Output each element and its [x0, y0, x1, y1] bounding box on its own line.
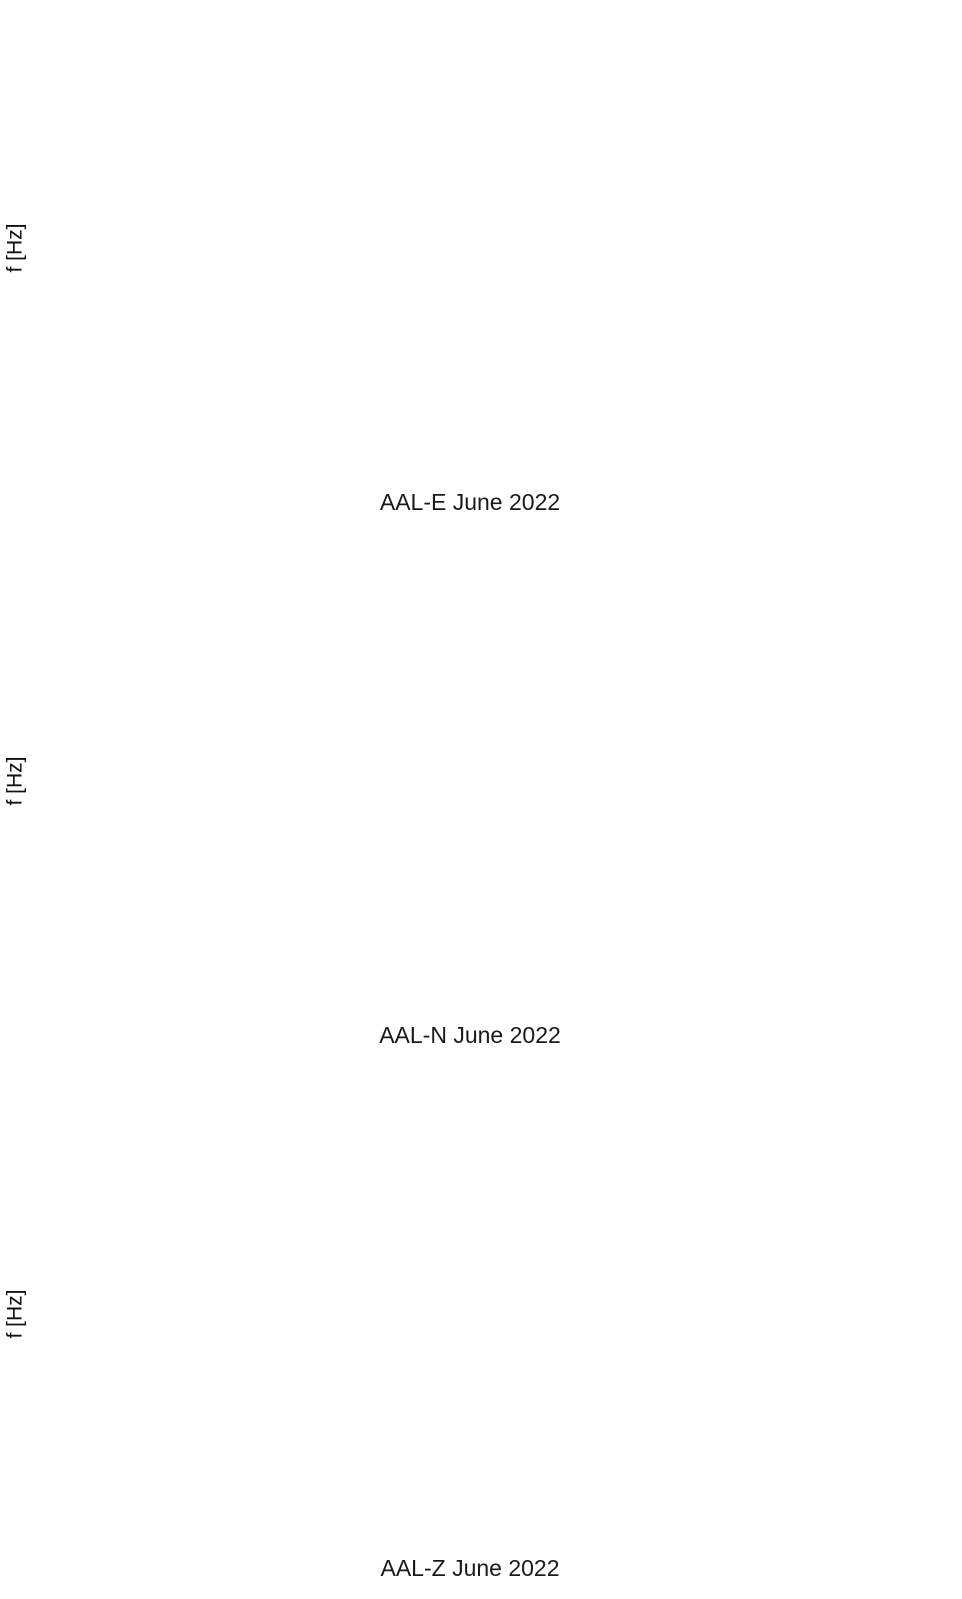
colorbar	[860, 571, 902, 990]
panel-title: AAL-N June 2022	[379, 1022, 561, 1048]
spectrogram-panel-aal-n: f [Hz] AAL-N June 2022	[0, 533, 962, 1066]
spectrogram-canvas	[95, 38, 845, 457]
panel-title: AAL-E June 2022	[379, 489, 561, 515]
y-axis-label: f [Hz]	[3, 222, 27, 273]
panel-title: AAL-Z June 2022	[380, 1555, 560, 1581]
y-axis-label: f [Hz]	[3, 755, 27, 806]
spectrogram-canvas	[95, 571, 845, 990]
y-axis-label: f [Hz]	[3, 1288, 27, 1339]
colorbar	[860, 38, 902, 457]
spectrogram-panel-aal-e: f [Hz] AAL-E June 2022	[0, 0, 962, 533]
colorbar	[860, 1104, 902, 1523]
spectrogram-canvas	[95, 1104, 845, 1523]
spectrogram-panel-aal-z: f [Hz] AAL-Z June 2022	[0, 1066, 962, 1599]
